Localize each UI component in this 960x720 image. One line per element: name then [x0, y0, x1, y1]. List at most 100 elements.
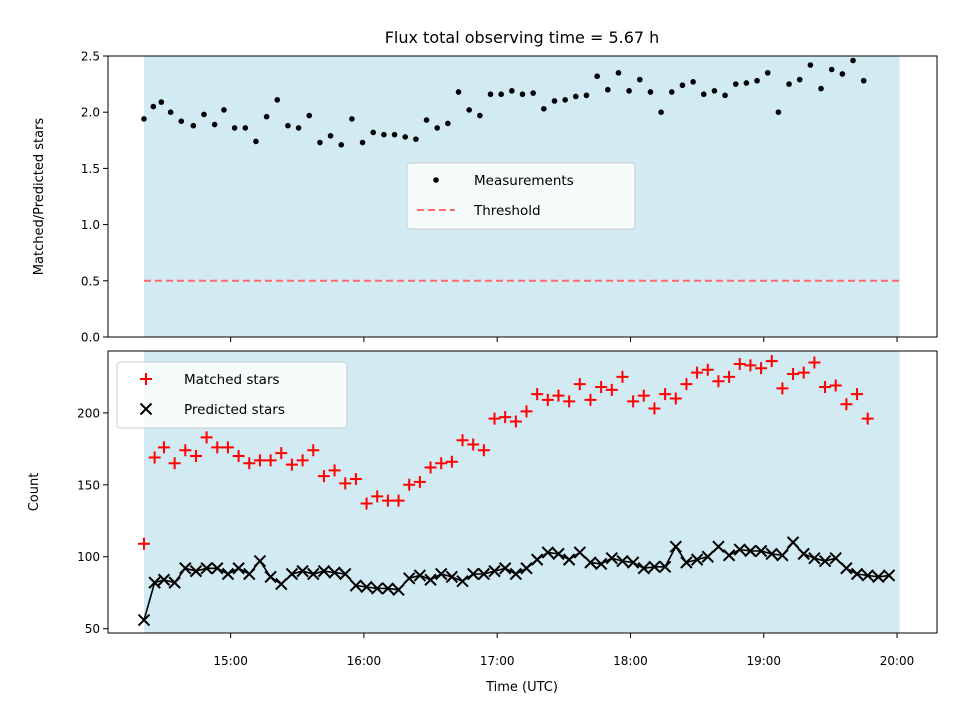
data-point: [573, 93, 579, 100]
data-point: [627, 395, 640, 408]
data-point: [786, 536, 800, 549]
series-x: [137, 536, 896, 627]
data-point: [712, 375, 725, 388]
data-point: [787, 368, 800, 381]
data-point: [498, 91, 504, 98]
data-point: [285, 458, 298, 471]
data-point: [680, 556, 693, 569]
data-point: [839, 71, 846, 77]
data-point: [488, 412, 501, 425]
y-tick-label: 200: [77, 406, 100, 420]
data-point: [637, 562, 650, 575]
data-point: [434, 125, 441, 131]
data-point: [456, 434, 469, 447]
panel-frame: [107, 55, 938, 338]
data-point: [829, 379, 842, 392]
data-point: [371, 582, 384, 595]
data-point: [690, 553, 704, 566]
data-point: [669, 540, 682, 553]
data-point: [211, 121, 218, 128]
data-point: [541, 546, 555, 559]
data-point: [551, 98, 558, 104]
data-point: [530, 553, 544, 566]
data-point: [584, 556, 597, 569]
data-point: [339, 567, 352, 581]
data-point: [148, 451, 161, 464]
data-point: [456, 574, 469, 588]
data-point: [370, 129, 377, 136]
data-point: [733, 543, 746, 556]
data-point: [317, 470, 330, 483]
data-point: [700, 91, 707, 98]
data-point: [179, 562, 192, 575]
panel-1: 0.0 0.5 1.0 1.5 2.0 2.5 Matched/Predicted star…: [32, 50, 938, 345]
y-tick-label: 2.5: [81, 50, 100, 64]
data-point: [573, 378, 586, 391]
data-point: [797, 547, 810, 561]
data-point: [264, 454, 277, 467]
data-point: [636, 76, 643, 83]
data-point: [509, 88, 515, 94]
data-point: [137, 613, 151, 627]
x-tick-label: 15:00: [213, 654, 248, 668]
data-point: [594, 557, 608, 571]
series-plus: [137, 355, 874, 550]
data-point: [648, 402, 661, 415]
legend-label: Threshold: [473, 203, 541, 219]
data-point: [808, 551, 821, 565]
data-point: [201, 111, 207, 118]
data-point: [807, 62, 814, 68]
data-point: [680, 378, 693, 391]
data-point: [701, 550, 714, 563]
data-point: [307, 444, 320, 457]
data-point: [328, 566, 341, 579]
data-point: [882, 569, 896, 582]
data-point: [851, 388, 864, 401]
data-point: [563, 395, 576, 408]
data-point: [477, 567, 491, 581]
data-point: [200, 431, 213, 444]
data-point: [604, 86, 611, 93]
data-point: [466, 107, 472, 113]
data-point: [445, 570, 459, 584]
data-point: [190, 122, 197, 129]
data-point: [221, 107, 227, 113]
chart-title: Flux total observing time = 5.67 h: [385, 28, 660, 47]
data-point: [541, 393, 554, 406]
data-point: [541, 106, 547, 112]
data-point: [434, 567, 448, 581]
data-point: [189, 564, 203, 578]
x-tick-label: 18:00: [613, 654, 648, 668]
data-point: [275, 447, 288, 460]
data-point: [840, 398, 853, 411]
data-point: [148, 576, 161, 589]
data-point: [829, 551, 842, 565]
data-point: [423, 117, 430, 123]
y-tick-label: 0.5: [81, 274, 100, 288]
data-point: [189, 450, 202, 463]
data-point: [243, 567, 256, 581]
x-tick-label: 20:00: [880, 654, 915, 668]
data-point: [274, 97, 281, 103]
x-axis-label: Time (UTC): [485, 680, 558, 695]
data-point: [307, 567, 320, 581]
data-point: [338, 141, 345, 148]
panel-2: 50 100 150 200 15:00 16:00 17:00 18:00 19:00 20:0…: [27, 350, 938, 668]
data-point: [552, 389, 565, 402]
legend-marker: [433, 177, 439, 183]
data-point: [167, 109, 174, 115]
data-point: [669, 392, 682, 405]
data-point: [317, 139, 323, 146]
y-tick-label: 150: [77, 478, 100, 492]
data-point: [157, 573, 171, 586]
data-point: [360, 497, 373, 510]
data-point: [150, 103, 157, 110]
data-point: [776, 382, 789, 395]
data-point: [872, 570, 885, 584]
y-tick-label: 50: [85, 622, 100, 636]
data-point: [285, 567, 299, 581]
data-point: [765, 355, 778, 368]
y-axis-label: Matched/Predicted stars: [32, 118, 47, 276]
data-point: [178, 118, 185, 124]
